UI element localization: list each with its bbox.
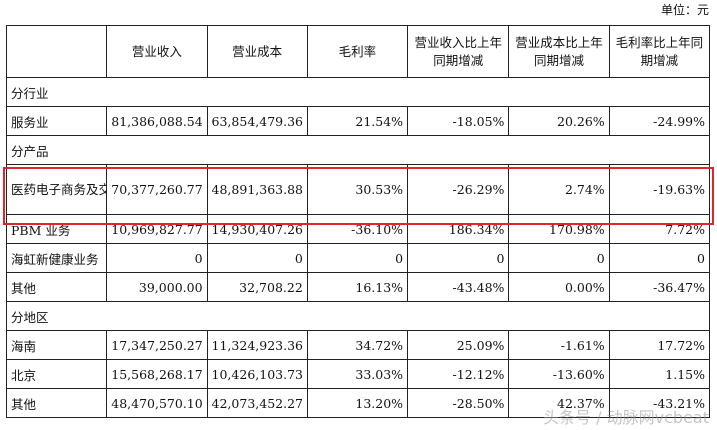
financial-table: 营业收入 营业成本 毛利率 营业收入比上年同期增减 营业成本比上年同期增减 毛利… (5, 25, 711, 418)
cell-revenue: 48,470,570.10 (106, 388, 208, 418)
cell-gross-margin: 13.20% (306, 388, 409, 418)
row-label: 医药电子商务及交易 (5, 164, 108, 215)
cell-cost-yoy: 2.74% (508, 164, 610, 215)
table-row: 海南 17,347,250.27 11,324,923.36 34.72% 25… (5, 330, 711, 360)
section-row: 分行业 (6, 77, 710, 107)
cell-margin-yoy: -43.21% (608, 388, 711, 418)
cell-revenue: 0 (106, 243, 208, 273)
cell-margin-yoy: 0 (608, 243, 711, 273)
row-label: 海虹新健康业务 (5, 243, 108, 273)
cell-gross-margin: 34.72% (306, 330, 409, 360)
header-cost-yoy: 营业成本比上年同期增减 (508, 25, 610, 78)
cell-revenue: 81,386,088.54 (106, 106, 208, 136)
section-row: 分产品 (6, 135, 710, 165)
cell-revenue: 15,568,268.17 (106, 359, 208, 389)
cell-cost-yoy: 20.26% (508, 106, 610, 136)
cell-gross-margin: 21.54% (306, 106, 409, 136)
watermark: 头条号 / 动脉网vcbeat (543, 408, 709, 427)
cell-cost: 63,854,479.36 (206, 106, 308, 136)
cell-revenue-yoy: -43.48% (407, 272, 510, 302)
table-row: 其他 39,000.00 32,708.22 16.13% -43.48% 0.… (5, 272, 711, 302)
cell-revenue-yoy: -28.50% (407, 388, 510, 418)
table-row: 医药电子商务及交易 70,377,260.77 48,891,363.88 30… (5, 164, 711, 215)
cell-revenue-yoy: 186.34% (407, 214, 510, 244)
table-row: 服务业 81,386,088.54 63,854,479.36 21.54% -… (5, 106, 711, 136)
cell-margin-yoy: -24.99% (608, 106, 711, 136)
header-cell-blank (5, 25, 108, 78)
table-row: 其他 48,470,570.10 42,073,452.27 13.20% -2… (5, 388, 711, 418)
row-label: 海南 (5, 330, 108, 360)
header-gross-margin: 毛利率 (306, 25, 409, 78)
cell-revenue-yoy: -26.29% (407, 164, 510, 215)
table-row: 北京 15,568,268.17 10,426,103.73 33.03% -1… (5, 359, 711, 389)
cell-revenue: 17,347,250.27 (106, 330, 208, 360)
header-revenue-yoy: 营业收入比上年同期增减 (407, 25, 510, 78)
cell-cost-yoy: 170.98% (508, 214, 610, 244)
cell-revenue-yoy: -18.05% (407, 106, 510, 136)
cell-gross-margin: 33.03% (306, 359, 409, 389)
header-revenue: 营业收入 (106, 25, 208, 78)
cell-revenue: 10,969,827.77 (106, 214, 208, 244)
cell-revenue-yoy: 0 (407, 243, 510, 273)
header-cost: 营业成本 (206, 25, 308, 78)
cell-gross-margin: 16.13% (306, 272, 409, 302)
cell-margin-yoy: 7.72% (608, 214, 711, 244)
cell-cost-yoy: -13.60% (508, 359, 610, 389)
section-label-product: 分产品 (6, 135, 710, 165)
row-label: 其他 (5, 388, 108, 418)
cell-cost-yoy: -1.61% (508, 330, 610, 360)
cell-revenue-yoy: 25.09% (407, 330, 510, 360)
section-label-industry: 分行业 (6, 77, 710, 107)
row-label: 北京 (5, 359, 108, 389)
table-row: PBM 业务 10,969,827.77 14,930,407.26 -36.1… (5, 214, 711, 244)
cell-revenue: 39,000.00 (106, 272, 208, 302)
cell-revenue-yoy: -12.12% (407, 359, 510, 389)
cell-gross-margin: 0 (306, 243, 409, 273)
cell-cost: 10,426,103.73 (206, 359, 308, 389)
cell-cost-yoy: 0.00% (508, 272, 610, 302)
cell-margin-yoy: -19.63% (608, 164, 711, 215)
cell-margin-yoy: 17.72% (608, 330, 711, 360)
unit-label: 单位：元 (660, 3, 709, 17)
cell-cost: 11,324,923.36 (206, 330, 308, 360)
cell-cost: 0 (206, 243, 308, 273)
table-header-row: 营业收入 营业成本 毛利率 营业收入比上年同期增减 营业成本比上年同期增减 毛利… (5, 25, 711, 78)
cell-cost: 42,073,452.27 (206, 388, 308, 418)
row-label: PBM 业务 (5, 214, 108, 244)
row-label: 服务业 (5, 106, 108, 136)
cell-cost: 32,708.22 (206, 272, 308, 302)
cell-gross-margin: -36.10% (306, 214, 409, 244)
cell-cost: 14,930,407.26 (206, 214, 308, 244)
cell-gross-margin: 30.53% (306, 164, 409, 215)
row-label: 其他 (5, 272, 108, 302)
table-row: 海虹新健康业务 0 0 0 0 0 0 (5, 243, 711, 273)
header-margin-yoy: 毛利率比上年同期增减 (608, 25, 711, 78)
cell-margin-yoy: -36.47% (608, 272, 711, 302)
cell-cost: 48,891,363.88 (206, 164, 308, 215)
cell-cost-yoy: 0 (508, 243, 610, 273)
cell-margin-yoy: 1.15% (608, 359, 711, 389)
section-row: 分地区 (6, 301, 710, 331)
cell-revenue: 70,377,260.77 (106, 164, 208, 215)
section-label-region: 分地区 (6, 301, 710, 331)
